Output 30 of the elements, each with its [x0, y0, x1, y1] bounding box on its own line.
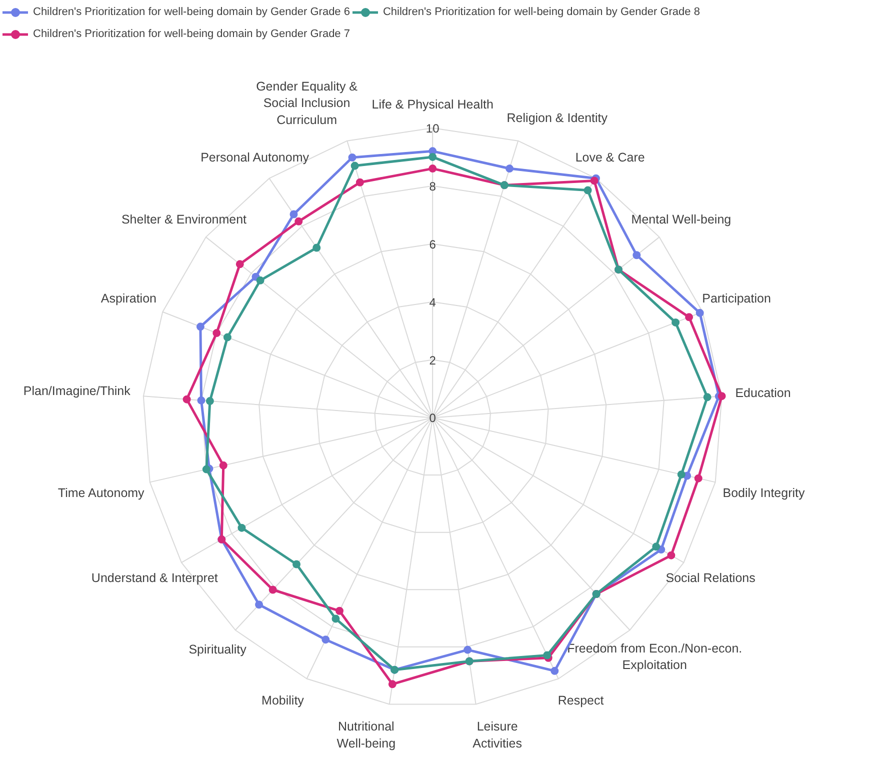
y-tick-label: 2	[429, 353, 436, 368]
spoke-label: Mobility	[262, 694, 305, 708]
spoke-label: Education	[735, 386, 791, 400]
spoke-label: Participation	[702, 292, 771, 306]
spoke-label: Bodily Integrity	[722, 486, 806, 500]
y-tick-label: 6	[429, 237, 436, 252]
spoke-label: Freedom from Econ./Non-econ. Exploitation	[567, 641, 742, 672]
legend-label: Children's Prioritization for well-being domain by Gender Grade 8	[382, 6, 700, 18]
spoke-label: Gender Equality & Social Inclusion Curriculum	[256, 79, 358, 127]
y-tick-label: 10	[426, 121, 440, 136]
spoke-label: Leisure Activities	[472, 720, 522, 750]
legend-label: Children's Prioritization for well-being domain by Gender Grade 6	[33, 6, 350, 18]
spoke-label: Respect	[558, 694, 604, 708]
spoke-label: Spirituality	[188, 642, 248, 656]
spoke-label: Time Autonomy	[58, 486, 146, 500]
spoke-label: Aspiration	[100, 292, 157, 306]
y-tick-label: 4	[429, 295, 436, 310]
spoke-label: Social Relations	[666, 571, 756, 586]
spoke-label: Mental Well-being	[631, 212, 732, 227]
y-tick-label: 8	[429, 179, 436, 194]
spoke-label: Nutritional Well-being	[336, 720, 396, 750]
spoke-label: Love & Care	[575, 150, 645, 165]
spoke-label: Plan/Imagine/Think	[23, 384, 132, 398]
legend-label: Children's Prioritization for well-being domain by Gender Grade 7	[33, 28, 350, 40]
spoke-label: Shelter & Environment	[121, 212, 248, 227]
spoke-label: Life & Physical Health	[372, 98, 494, 112]
spoke-label: Religion & Identity	[506, 111, 608, 126]
spoke-label: Personal Autonomy	[200, 150, 310, 165]
y-tick-label: 0	[429, 411, 436, 426]
spoke-label: Understand & Interpret	[91, 571, 218, 586]
